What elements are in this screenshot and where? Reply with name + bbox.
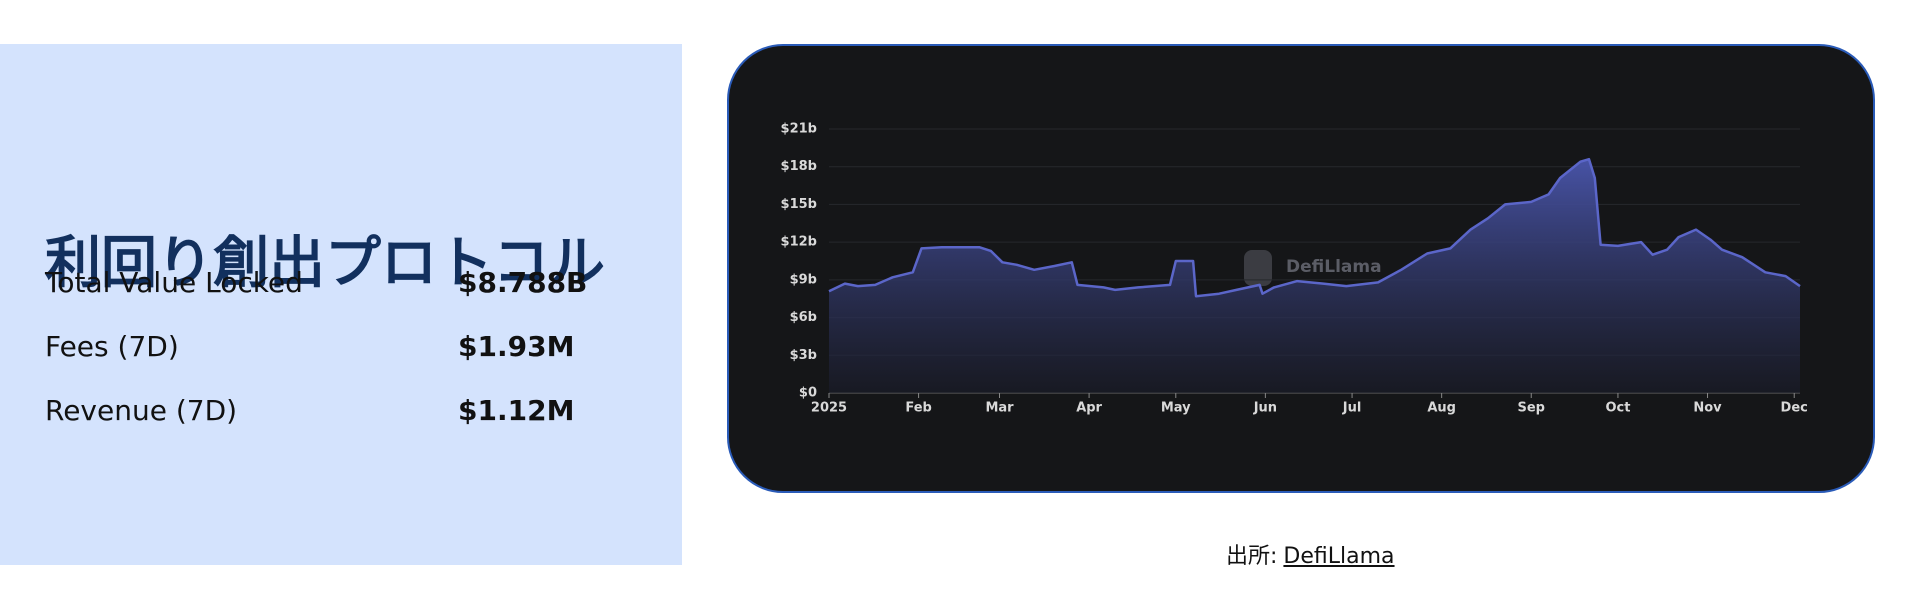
- x-tick-label: Nov: [1693, 401, 1722, 416]
- x-tick-label: May: [1161, 401, 1191, 416]
- metric-label: Revenue (7D): [45, 394, 238, 427]
- x-tick-label: Dec: [1781, 401, 1808, 416]
- source-link[interactable]: DefiLlama: [1283, 544, 1395, 569]
- x-tick-label: Feb: [905, 401, 931, 416]
- y-tick-label: $9b: [790, 272, 817, 287]
- metric-value: $1.93M: [458, 330, 575, 363]
- metric-row: Revenue (7D) $1.12M: [45, 394, 645, 427]
- metric-value: $1.12M: [458, 394, 575, 427]
- metric-label: Total Value Locked: [45, 266, 303, 299]
- area-line: [828, 157, 1801, 298]
- y-tick-label: $15b: [781, 197, 817, 212]
- metric-row: Fees (7D) $1.93M: [45, 330, 645, 363]
- source: 出所: DefiLlama: [1226, 538, 1395, 570]
- y-tick-label: $12b: [781, 235, 817, 250]
- x-tick-label: 2025: [811, 401, 847, 416]
- y-tick-label: $18b: [781, 159, 817, 174]
- watermark: DefiLlama: [1286, 257, 1382, 277]
- summary-panel: 利回り創出プロトコル Total Value Locked $8.788B Fees…: [0, 44, 682, 565]
- x-tick-label: Apr: [1076, 401, 1102, 416]
- y-tick-label: $0: [799, 386, 817, 401]
- x-tick-label: Aug: [1427, 401, 1456, 416]
- x-tick-label: Jun: [1253, 401, 1277, 416]
- y-tick-label: $21b: [781, 122, 817, 137]
- area-fill: [829, 159, 1800, 393]
- x-tick-label: Mar: [985, 401, 1014, 416]
- metric-row: Total Value Locked $8.788B: [45, 266, 645, 299]
- y-tick-label: $3b: [790, 348, 817, 363]
- x-tick-label: Sep: [1517, 401, 1545, 416]
- metric-label: Fees (7D): [45, 330, 179, 363]
- source-prefix: 出所:: [1226, 544, 1278, 569]
- x-tick-label: Oct: [1605, 401, 1630, 416]
- y-tick-label: $6b: [790, 310, 817, 325]
- panel-title: 利回り創出プロトコル: [45, 231, 605, 296]
- metric-value: $8.788B: [458, 266, 588, 299]
- x-tick-label: Jul: [1342, 401, 1362, 416]
- watermark-logo: [1244, 250, 1272, 286]
